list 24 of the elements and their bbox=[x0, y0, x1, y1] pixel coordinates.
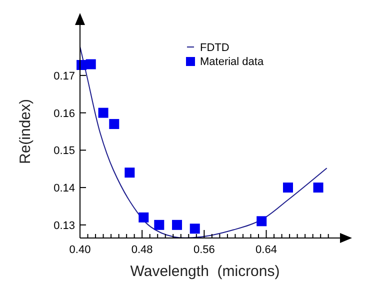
x-tick-label: 0.56 bbox=[193, 244, 215, 256]
y-tick-label: 0.17 bbox=[54, 70, 75, 82]
x-axis-title: Wavelength (microns) bbox=[130, 263, 280, 280]
point bbox=[109, 119, 120, 130]
point bbox=[313, 182, 324, 193]
x-tick-label: 0.48 bbox=[131, 244, 153, 256]
point bbox=[124, 168, 135, 178]
y-tick-label: 0.14 bbox=[54, 182, 75, 195]
y-tick-label: 0.15 bbox=[54, 145, 75, 158]
legend-label: Material data bbox=[200, 56, 264, 68]
x-tick-label: 0.40 bbox=[69, 244, 91, 256]
point bbox=[86, 59, 96, 70]
y-axis-title: Re(index) bbox=[17, 98, 34, 164]
point bbox=[138, 212, 149, 222]
x-tick-label: 0.64 bbox=[256, 244, 277, 256]
y-tick-label: 0.13 bbox=[54, 220, 75, 232]
point bbox=[98, 108, 108, 118]
y-tick-label: 0.16 bbox=[54, 108, 75, 120]
point bbox=[154, 220, 164, 230]
legend-label: FDTD bbox=[200, 42, 230, 54]
point bbox=[256, 216, 267, 226]
point bbox=[190, 224, 200, 234]
point bbox=[283, 182, 293, 193]
point bbox=[172, 220, 182, 230]
